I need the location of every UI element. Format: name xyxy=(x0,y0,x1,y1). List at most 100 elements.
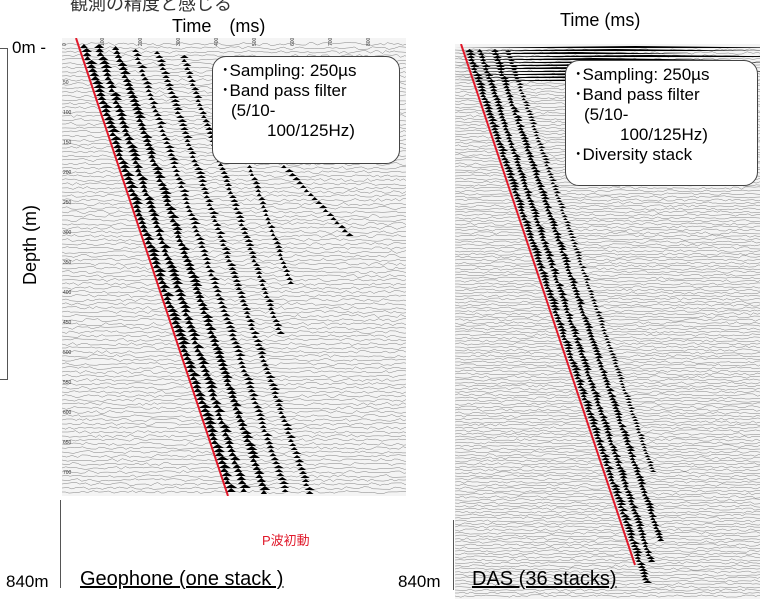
seismic-wavelet xyxy=(180,55,189,58)
seismic-wavelet xyxy=(132,106,143,110)
seismic-wavelet xyxy=(650,517,656,520)
seismic-wavelet xyxy=(155,272,166,276)
seismic-trace xyxy=(62,250,406,254)
seismic-wavelet xyxy=(334,221,340,224)
seismic-wavelet xyxy=(204,261,211,264)
seismic-wavelet xyxy=(628,407,636,409)
seismic-wavelet xyxy=(543,247,551,250)
seismic-wavelet xyxy=(552,274,558,277)
seismic-wavelet xyxy=(225,325,236,328)
seismic-wavelet xyxy=(583,322,592,325)
seismic-wavelet xyxy=(588,337,596,340)
seismic-trace xyxy=(62,482,406,486)
seismic-wavelet xyxy=(151,105,157,108)
seismic-trace xyxy=(455,453,760,457)
seismic-wavelet xyxy=(157,125,164,128)
seismic-wavelet xyxy=(608,394,617,397)
seismic-trace xyxy=(62,318,406,322)
seismic-trace xyxy=(455,372,760,376)
seismic-wavelet xyxy=(203,123,212,126)
seismic-wavelet xyxy=(245,315,251,318)
seismic-wavelet xyxy=(489,85,498,88)
seismic-trace xyxy=(455,543,760,547)
seismic-trace xyxy=(62,366,406,370)
depth-tick-label: 500 xyxy=(63,350,72,356)
seismic-wavelet xyxy=(573,292,581,295)
seismic-wavelet xyxy=(206,203,213,206)
seismic-trace xyxy=(455,495,760,499)
seismic-wavelet xyxy=(584,370,590,373)
das-info-line: ･Sampling: 250µs xyxy=(574,65,710,84)
seismic-trace xyxy=(62,410,406,414)
seismic-trace xyxy=(455,504,760,508)
seismic-trace xyxy=(455,489,760,493)
seismic-wavelet xyxy=(537,265,546,268)
seismic-wavelet xyxy=(122,172,135,176)
seismic-trace xyxy=(455,537,760,541)
seismic-wavelet xyxy=(156,178,163,182)
seismic-wavelet xyxy=(185,320,194,324)
seismic-wavelet xyxy=(585,373,591,376)
seismic-wavelet xyxy=(186,368,196,372)
seismic-wavelet xyxy=(247,450,259,454)
seismic-wavelet xyxy=(589,296,595,298)
seismic-wavelet xyxy=(480,94,487,97)
seismic-wavelet xyxy=(549,220,558,223)
seismic-wavelet xyxy=(199,111,207,114)
seismic-wavelet xyxy=(509,145,515,148)
seismic-wavelet xyxy=(210,396,217,400)
seismic-wavelet xyxy=(326,213,335,216)
seismic-wavelet xyxy=(176,238,183,242)
seismic-wavelet xyxy=(506,94,514,97)
seismic-wavelet xyxy=(527,235,535,238)
seismic-wavelet xyxy=(478,88,487,91)
seismic-wavelet xyxy=(647,464,654,466)
seismic-wavelet xyxy=(158,186,170,190)
seismic-wavelet xyxy=(632,466,641,469)
seismic-trace xyxy=(455,300,760,304)
seismic-wavelet xyxy=(211,400,222,404)
seismic-trace xyxy=(455,441,760,445)
seismic-wavelet xyxy=(270,457,279,460)
seismic-wavelet xyxy=(134,208,142,212)
seismic-trace xyxy=(455,297,760,301)
seismic-wavelet xyxy=(598,448,607,451)
seismic-trace xyxy=(455,342,760,346)
seismic-wavelet xyxy=(579,266,588,268)
seismic-wavelet xyxy=(261,363,269,366)
seismic-wavelet xyxy=(556,322,566,325)
seismic-wavelet xyxy=(195,294,205,298)
seismic-wavelet xyxy=(558,328,568,331)
seismic-wavelet xyxy=(247,389,256,392)
seismic-wavelet xyxy=(84,56,92,60)
seismic-wavelet xyxy=(466,52,476,55)
seismic-wavelet xyxy=(538,268,545,271)
seismic-wavelet xyxy=(166,149,175,152)
seismic-wavelet xyxy=(129,98,140,102)
seismic-wavelet xyxy=(235,472,246,476)
seismic-trace xyxy=(455,375,760,379)
seismic-wavelet xyxy=(625,445,635,448)
seismic-wavelet xyxy=(517,86,524,88)
seismic-wavelet xyxy=(611,403,621,406)
seismic-trace xyxy=(62,342,406,346)
seismic-wavelet xyxy=(555,197,562,199)
seismic-wavelet xyxy=(525,110,533,112)
seismic-wavelet xyxy=(270,233,276,236)
seismic-wavelet xyxy=(237,480,247,484)
seismic-wavelet xyxy=(633,469,641,472)
seismic-wavelet xyxy=(216,456,229,460)
seismic-wavelet xyxy=(263,437,271,440)
seismic-wavelet xyxy=(249,327,255,330)
seismic-wavelet xyxy=(151,260,162,264)
seismic-wavelet xyxy=(492,94,499,97)
seismic-wavelet xyxy=(653,526,659,529)
seismic-wavelet xyxy=(297,467,307,470)
seismic-trace xyxy=(455,531,760,535)
seismic-wavelet xyxy=(330,217,337,220)
seismic-wavelet xyxy=(541,241,550,244)
seismic-wavelet xyxy=(508,142,515,145)
seismic-wavelet xyxy=(171,320,181,324)
seismic-wavelet xyxy=(169,316,182,320)
seismic-wavelet xyxy=(264,295,270,298)
